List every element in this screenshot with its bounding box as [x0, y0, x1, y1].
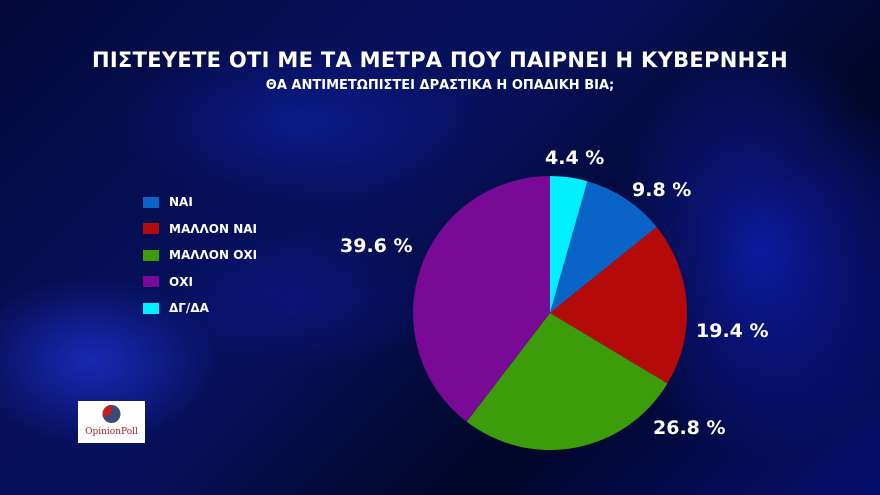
legend-label: ΜΑΛΛΟΝ ΝΑΙ	[169, 221, 258, 236]
legend-item-mallon-oxi: ΜΑΛΛΟΝ ΟΧΙ	[143, 242, 257, 269]
pct-label-mallon-nai: 19.4 %	[696, 320, 769, 342]
legend-item-mallon-nai: ΜΑΛΛΟΝ ΝΑΙ	[143, 216, 257, 243]
pie-slice	[466, 313, 668, 450]
legend-swatch	[143, 249, 159, 261]
opinionpoll-logo: OpinionPoll	[78, 401, 145, 443]
pct-label-nai: 9.8 %	[632, 179, 692, 201]
chart-title: ΠΙΣΤΕΥΕΤΕ ΟΤΙ ΜΕ ΤΑ ΜΕΤΡΑ ΠΟΥ ΠΑΙΡΝΕΙ Η …	[91, 48, 789, 72]
legend-item-nai: ΝΑΙ	[143, 189, 257, 216]
legend-label: ΜΑΛΛΟΝ ΟΧΙ	[169, 248, 258, 263]
legend-label: ΟΧΙ	[169, 274, 193, 289]
pct-label-dgda: 4.4 %	[545, 147, 605, 169]
chart-subtitle: ΘΑ ΑΝΤΙΜΕΤΩΠΙΣΤΕΙ ΔΡΑΣΤΙΚΑ Η ΟΠΑΔΙΚΗ ΒΙΑ…	[265, 78, 615, 93]
logo-circle-icon	[102, 405, 121, 423]
legend-label: ΝΑΙ	[169, 195, 193, 210]
legend-item-dgda: ΔΓ/ΔΑ	[143, 295, 257, 322]
pct-label-mallon-oxi: 26.8 %	[653, 417, 726, 439]
legend-swatch	[143, 276, 159, 288]
legend-swatch	[143, 223, 159, 235]
pct-label-oxi: 39.6 %	[340, 235, 413, 257]
legend-label: ΔΓ/ΔΑ	[169, 301, 209, 316]
logo-text: OpinionPoll	[85, 427, 138, 437]
pie-slice	[550, 176, 588, 313]
legend-swatch	[143, 196, 159, 208]
legend-item-oxi: ΟΧΙ	[143, 269, 257, 296]
pie-slice	[413, 176, 550, 422]
legend-swatch	[143, 302, 159, 314]
pie-slice	[550, 181, 657, 313]
legend: ΝΑΙ ΜΑΛΛΟΝ ΝΑΙ ΜΑΛΛΟΝ ΟΧΙ ΟΧΙ ΔΓ/ΔΑ	[143, 189, 257, 322]
pie-slice	[550, 227, 687, 384]
